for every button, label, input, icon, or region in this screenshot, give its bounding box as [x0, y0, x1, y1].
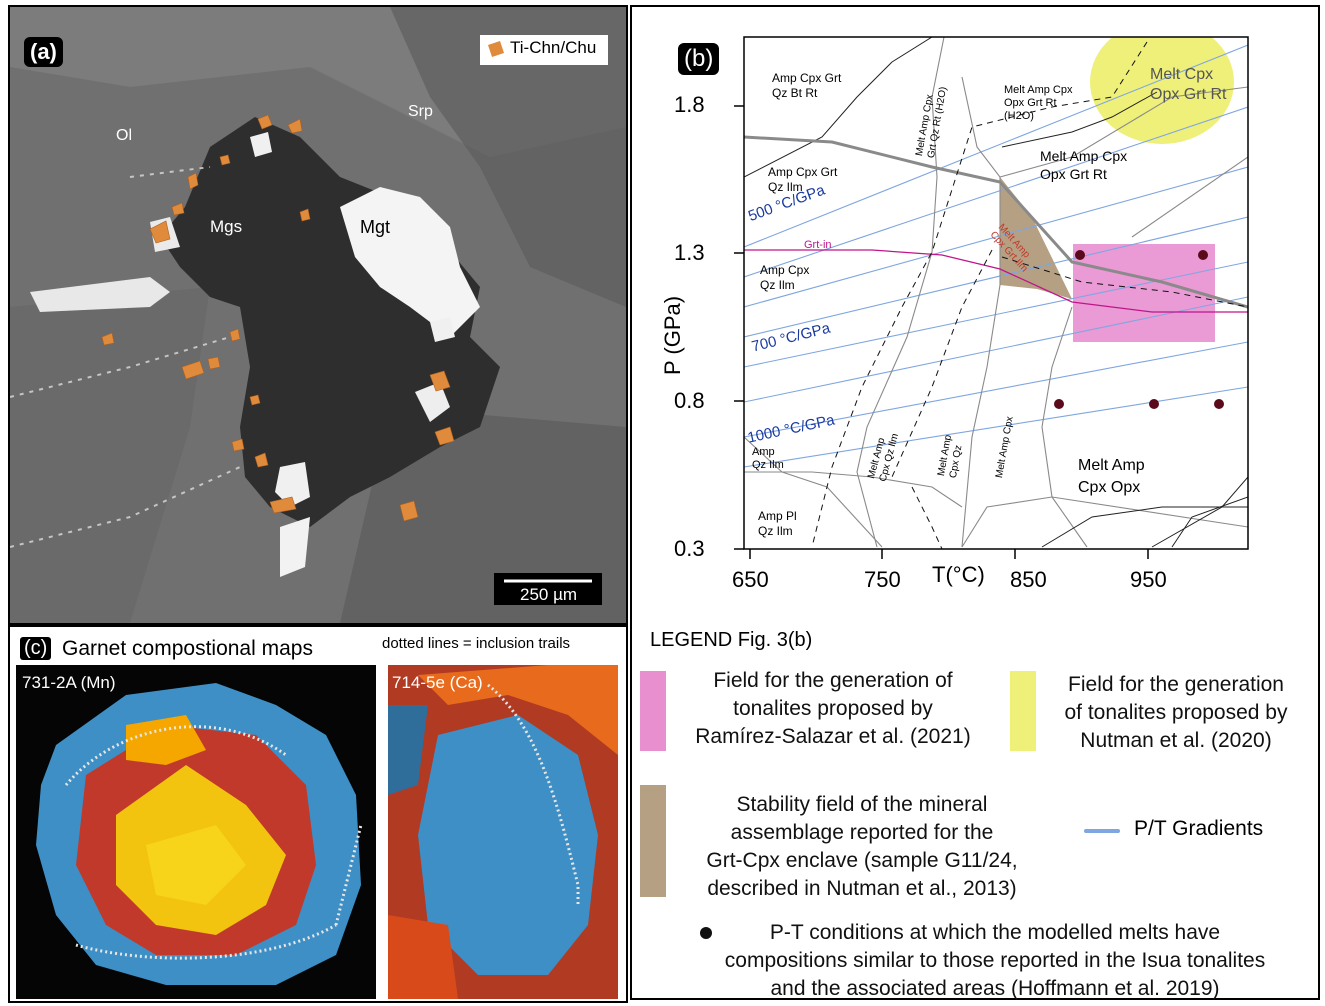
legend-yellow-text: Field for the generation of tonalites pro… [1064, 673, 1288, 752]
scale-bar-label: 250 µm [520, 585, 578, 604]
panel-b-tag: (b) [678, 43, 720, 75]
legend-brown-swatch [640, 785, 666, 897]
label-mgt: Mgt [360, 217, 391, 237]
panel-c: (c) Garnet compostional maps dotted line… [8, 625, 628, 1003]
legend-gradient-text: P/T Gradients [1134, 817, 1264, 840]
legend-dot [700, 927, 712, 939]
pt-diagram [734, 36, 1249, 559]
grt-in-label: Grt-in [804, 239, 832, 251]
field-label-7: Melt Cpx Opx Grt Rt [1150, 66, 1227, 103]
field-label-3: Amp Cpx Qz Ilm [760, 263, 810, 292]
x-tick-950: 950 [1130, 567, 1167, 592]
panel-c-tag: (c) [20, 637, 52, 660]
field-label-2: Amp Cpx Grt Qz Ilm [768, 165, 838, 194]
field-label-9: Melt Amp Cpx Opx Grt Rt (H2O) [1004, 84, 1073, 122]
field-label-4: Amp Qz Ilm [752, 446, 784, 471]
ti-chn-legend-label: Ti-Chn/Chu [510, 38, 597, 57]
legend-yellow-swatch [1010, 671, 1036, 751]
panel-b: (b) 1.8 1.3 0.8 0.3 P (GPa) 650 750 850 … [630, 5, 1320, 1000]
y-tick-0.8: 0.8 [674, 388, 705, 413]
map1-label: 731-2A (Mn) [22, 673, 116, 692]
legend-pink-text: Field for the generation of tonalites pro… [695, 669, 971, 748]
garnet-map-ca [388, 665, 618, 999]
field-label-8: Melt Amp Cpx Opx [1078, 457, 1145, 496]
label-ol: Ol [116, 127, 132, 144]
y-axis-label: P (GPa) [660, 295, 685, 375]
x-tick-750: 750 [864, 567, 901, 592]
x-tick-650: 650 [732, 567, 769, 592]
y-tick-1.3: 1.3 [674, 240, 705, 265]
field-label-6: Melt Amp Cpx Opx Grt Rt [1040, 148, 1128, 182]
panel-a-tag: (a) [24, 37, 63, 67]
x-tick-850: 850 [1010, 567, 1047, 592]
legend-gradient-line [1084, 829, 1120, 833]
legend-brown-text: Stability field of the mineral assemblage… [706, 793, 1018, 900]
legend-pink-swatch [640, 671, 666, 751]
field-label-5: Amp Pl Qz Ilm [758, 509, 797, 538]
y-tick-0.3: 0.3 [674, 536, 705, 561]
x-axis-label: T(°C) [932, 562, 985, 588]
y-tick-1.8: 1.8 [674, 92, 705, 117]
label-srp: Srp [408, 103, 433, 120]
bse-micrograph [10, 7, 626, 623]
label-mgs: Mgs [210, 217, 243, 236]
legend-dot-text: P-T conditions at which the modelled mel… [724, 921, 1266, 1000]
garnet-map-mn [16, 665, 376, 999]
panel-a-image: (a) Ti-Chn/Chu Ol Srp Mgs Mgt 250 µm [8, 5, 628, 625]
legend-title: LEGEND Fig. 3(b) [650, 629, 813, 651]
panel-c-note: dotted lines = inclusion trails [382, 635, 571, 652]
map2-label: 714-5e (Ca) [392, 673, 483, 692]
panel-c-title: Garnet compostional maps [62, 637, 313, 660]
field-label-1: Amp Cpx Grt Qz Bt Rt [772, 71, 842, 100]
